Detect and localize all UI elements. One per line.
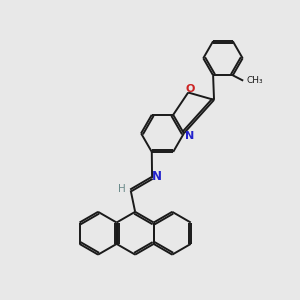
Text: O: O [186, 84, 195, 94]
Text: CH₃: CH₃ [246, 76, 263, 85]
Text: H: H [118, 184, 126, 194]
Text: N: N [184, 131, 194, 141]
Text: N: N [152, 170, 162, 183]
